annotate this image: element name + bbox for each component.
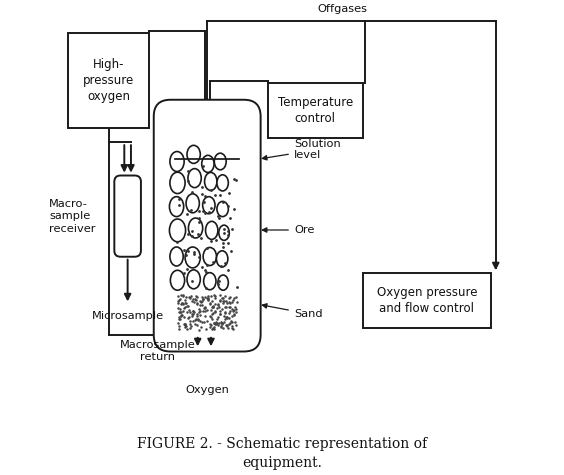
Ellipse shape — [170, 270, 184, 290]
Ellipse shape — [214, 153, 226, 170]
Text: Temperature
control: Temperature control — [277, 96, 353, 125]
Ellipse shape — [205, 172, 217, 190]
Ellipse shape — [187, 270, 200, 289]
Text: Sand: Sand — [262, 304, 323, 319]
Ellipse shape — [186, 194, 199, 213]
Ellipse shape — [217, 201, 228, 217]
Ellipse shape — [170, 172, 185, 194]
FancyBboxPatch shape — [114, 175, 141, 256]
Text: Oxygen pressure
and flow control: Oxygen pressure and flow control — [377, 286, 477, 315]
Text: Oxygen: Oxygen — [185, 385, 229, 395]
Text: Macro-
sample
receiver: Macro- sample receiver — [49, 199, 96, 234]
Text: Solution
level: Solution level — [262, 139, 341, 161]
Ellipse shape — [188, 169, 201, 188]
FancyBboxPatch shape — [154, 100, 261, 352]
Ellipse shape — [188, 218, 202, 238]
Ellipse shape — [169, 197, 184, 217]
Ellipse shape — [185, 247, 200, 268]
Text: Microsample: Microsample — [91, 312, 164, 322]
Ellipse shape — [203, 247, 217, 266]
Ellipse shape — [169, 219, 186, 242]
Text: Ore: Ore — [262, 225, 314, 235]
Ellipse shape — [217, 251, 228, 267]
Text: Macrosample
return: Macrosample return — [120, 340, 196, 362]
Ellipse shape — [218, 275, 228, 290]
Ellipse shape — [170, 152, 184, 171]
Text: FIGURE 2. - Schematic representation of: FIGURE 2. - Schematic representation of — [137, 437, 427, 451]
Text: equipment.: equipment. — [242, 456, 322, 470]
Ellipse shape — [217, 175, 228, 191]
Bar — [68, 33, 149, 128]
Ellipse shape — [187, 145, 200, 163]
Ellipse shape — [204, 273, 216, 290]
Bar — [363, 273, 491, 328]
Text: Offgases: Offgases — [317, 4, 367, 14]
Ellipse shape — [205, 221, 218, 239]
Ellipse shape — [170, 247, 183, 266]
Ellipse shape — [202, 197, 215, 214]
Bar — [268, 83, 363, 138]
Text: High-
pressure
oxygen: High- pressure oxygen — [83, 58, 134, 103]
Ellipse shape — [219, 225, 230, 240]
Ellipse shape — [202, 155, 214, 172]
